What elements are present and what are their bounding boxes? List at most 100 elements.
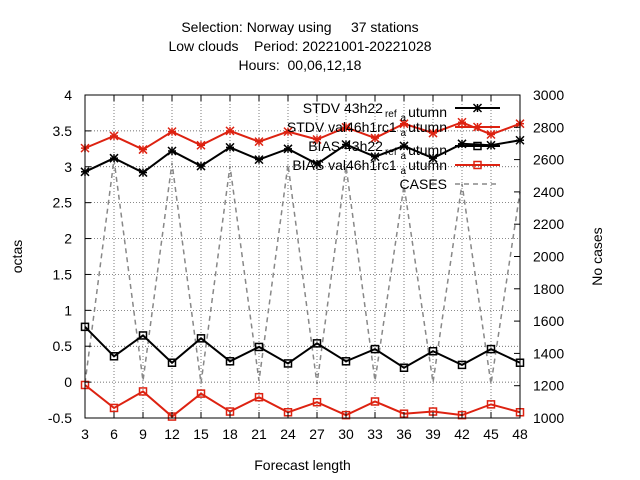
data-point (196, 389, 206, 398)
legend-label: STDV val46h1rc1 a utumn (287, 119, 447, 139)
x-tick-label: 12 (164, 426, 180, 442)
series-line (84, 139, 521, 174)
series-line (84, 326, 521, 369)
x-tick-label: 6 (110, 426, 118, 442)
series-3 (80, 380, 525, 421)
y2-tick-label: 1800 (533, 281, 564, 297)
chart-title: Selection: Norway using 37 stations Low c… (168, 19, 431, 73)
data-point (428, 153, 438, 163)
legend-marker (473, 141, 482, 151)
data-point (312, 339, 322, 348)
y-tick-label: 0 (64, 374, 72, 390)
title-line: Low clouds Period: 20221001-20221028 (168, 38, 431, 54)
x-tick-label: 30 (338, 426, 354, 442)
legend-entry: CASES (400, 176, 500, 192)
data-point (196, 334, 206, 343)
data-point (370, 344, 380, 354)
y-tick-label: 3 (64, 159, 72, 175)
data-point (109, 153, 119, 163)
x-tick-label: 21 (251, 426, 267, 442)
y-tick-label: 1 (64, 302, 72, 318)
series-0 (80, 135, 525, 178)
x-tick-label: 39 (425, 426, 441, 442)
data-point (457, 410, 467, 420)
x-axis-label: Forecast length (254, 457, 351, 473)
legend-entry: STDV 43h22 ref a utumn (303, 100, 500, 124)
data-point (283, 127, 293, 137)
legend-label: BIAS val46h1rc1 a utumn (292, 157, 447, 177)
x-tick-label: 45 (483, 426, 499, 442)
legend-marker (472, 103, 483, 113)
y-tick-label: 1.5 (53, 266, 73, 282)
data-point (428, 346, 438, 356)
data-point (109, 131, 119, 141)
data-point (370, 133, 380, 143)
series-line (84, 159, 521, 385)
data-point (225, 126, 235, 136)
data-point (167, 146, 177, 156)
data-point (225, 142, 235, 152)
axes: 3 6 9 12 15 18 21 24 27 30 33 36 39 42 45 48-0.500.511.… (48, 87, 564, 442)
legend-entry: BIAS 43h22 ref a utumn (308, 138, 500, 162)
x-tick-label: 3 (81, 426, 89, 442)
y-tick-label: 2.5 (53, 195, 73, 211)
data-point (138, 167, 148, 178)
data-point (283, 144, 293, 154)
data-point (109, 403, 119, 413)
legend-label: CASES (400, 176, 447, 192)
data-point (399, 363, 409, 373)
data-point (341, 357, 351, 366)
data-point (457, 360, 467, 370)
data-point (196, 140, 206, 150)
data-point (370, 152, 380, 162)
data-point (109, 352, 119, 361)
data-point (486, 129, 496, 140)
series-4 (84, 159, 521, 385)
data-point (225, 357, 235, 366)
data-point (399, 141, 409, 151)
data-point (312, 134, 322, 145)
y2-tick-label: 1400 (533, 345, 564, 361)
legend-marker (473, 160, 482, 170)
data-point (254, 137, 264, 147)
y-tick-label: 2 (64, 231, 72, 247)
y2-tick-label: 2000 (533, 249, 564, 265)
data-point (341, 410, 351, 420)
legend-label: STDV 43h22 ref a utumn (303, 100, 447, 124)
data-point (399, 119, 409, 129)
grid (85, 95, 520, 418)
x-tick-label: 15 (193, 426, 209, 442)
data-point (138, 331, 148, 340)
series-line (84, 384, 521, 418)
data-point (312, 159, 322, 169)
series-1 (80, 117, 525, 155)
data-point (428, 128, 438, 138)
y2-tick-label: 2400 (533, 184, 564, 200)
y2-tick-label: 2600 (533, 152, 564, 168)
data-point (341, 139, 351, 150)
data-point (167, 358, 177, 367)
y-axis-label: octas (9, 240, 25, 273)
data-point (254, 155, 264, 165)
data-point (341, 122, 351, 132)
x-tick-label: 24 (280, 426, 296, 442)
data-point (254, 392, 264, 402)
legend-entry: BIAS val46h1rc1 a utumn (292, 157, 500, 177)
x-tick-label: 33 (367, 426, 383, 442)
y2-tick-label: 1000 (533, 410, 564, 426)
data-point (486, 400, 496, 409)
x-tick-label: 27 (309, 426, 325, 442)
data-point (457, 117, 467, 127)
legend-marker (472, 122, 483, 132)
legend-label: BIAS 43h22 ref a utumn (308, 138, 447, 162)
y-tick-label: -0.5 (48, 410, 72, 426)
data-point (486, 344, 496, 354)
x-tick-label: 36 (396, 426, 412, 442)
data-point (254, 342, 264, 352)
data-point (167, 127, 177, 137)
y-tick-label: 0.5 (53, 338, 73, 354)
y-tick-label: 3.5 (53, 123, 73, 139)
data-point (312, 397, 322, 407)
